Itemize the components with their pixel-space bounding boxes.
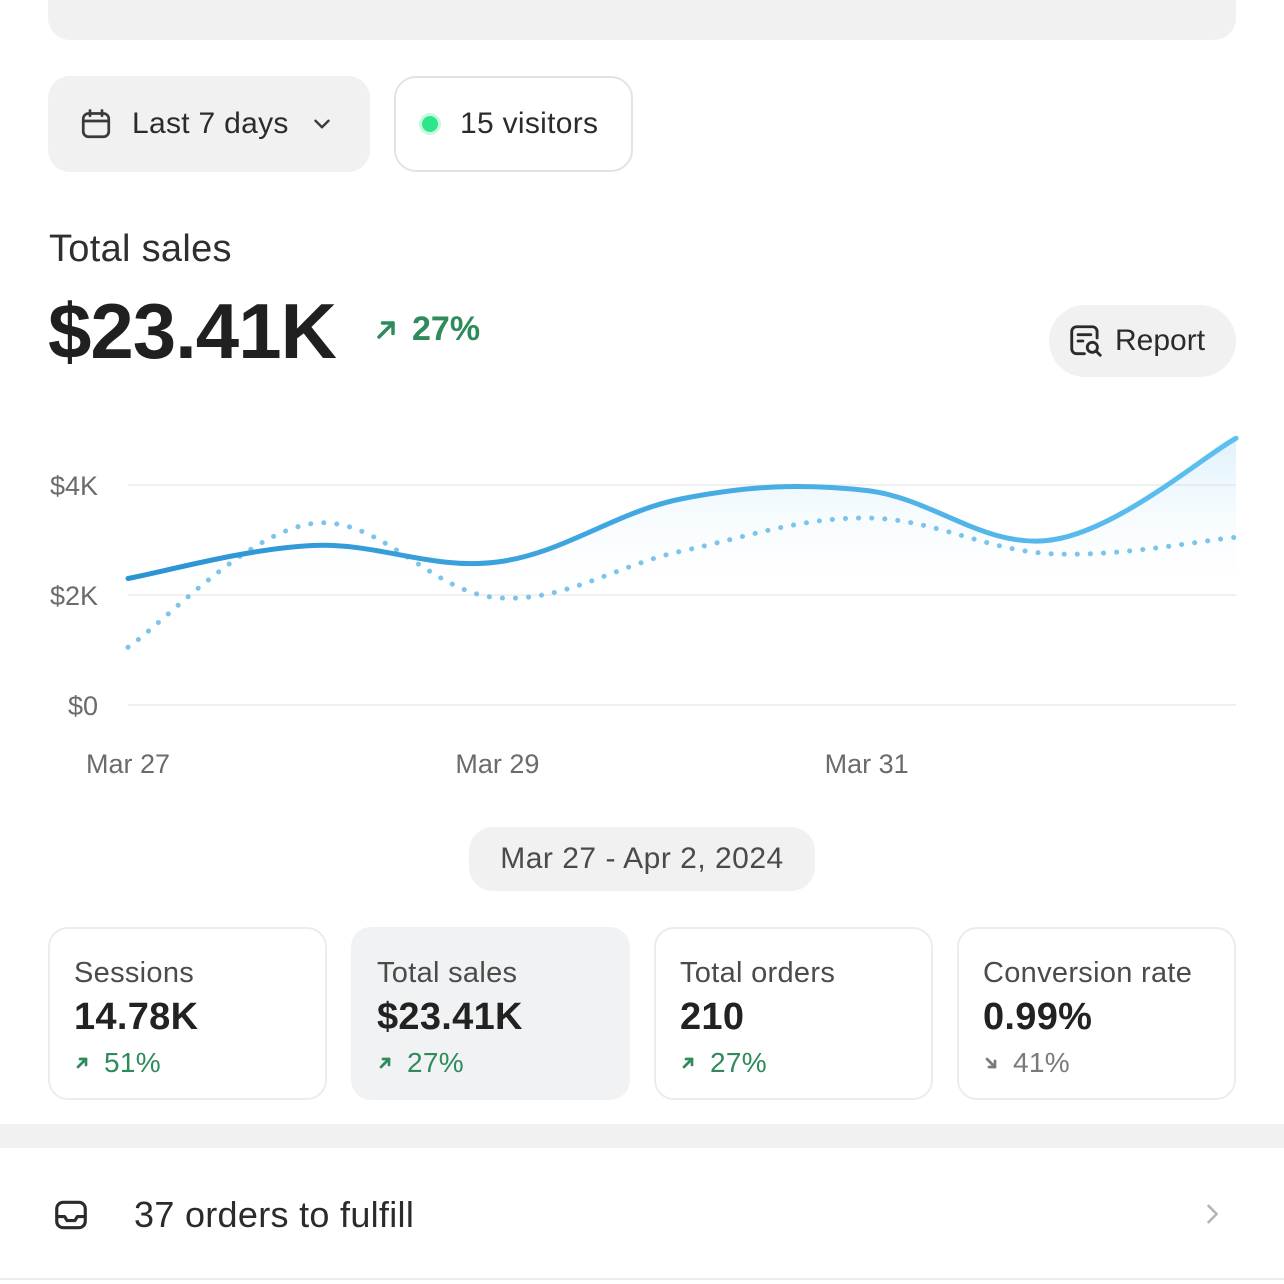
data-point-current xyxy=(495,560,499,564)
date-range-label: Last 7 days xyxy=(132,107,289,140)
date-range-dropdown[interactable]: Last 7 days xyxy=(48,76,370,172)
metric-delta-value: 27% xyxy=(407,1047,464,1078)
metric-delta: 27% xyxy=(377,1047,604,1079)
arrow-up-right-icon xyxy=(682,1057,694,1069)
metric-delta-value: 51% xyxy=(104,1047,161,1078)
data-point-previous xyxy=(126,645,130,649)
metric-delta-value: 27% xyxy=(710,1047,767,1078)
row-divider xyxy=(0,1278,1284,1280)
metric-label: Total orders xyxy=(680,957,836,989)
arrow-down-right-icon xyxy=(985,1057,997,1069)
data-point-previous xyxy=(680,549,684,553)
chevron-right-icon xyxy=(1207,1204,1218,1224)
data-point-previous xyxy=(1049,552,1053,556)
section-divider xyxy=(0,1124,1284,1148)
series-area-current xyxy=(128,438,1236,605)
y-tick-label: $4K xyxy=(50,471,98,501)
series-line-previous xyxy=(125,515,1239,650)
arrow-up-right-icon xyxy=(76,1057,88,1069)
data-point-current xyxy=(1234,436,1238,440)
total-sales-value: $23.41K xyxy=(48,287,337,375)
data-point-current xyxy=(126,577,130,581)
orders-to-fulfill-row[interactable]: 37 orders to fulfill xyxy=(0,1148,1284,1280)
data-point-current xyxy=(1049,538,1053,542)
x-tick-label: Mar 29 xyxy=(455,749,539,779)
metric-card-conversion-rate[interactable]: Conversion rate 0.99% 41% xyxy=(957,927,1236,1100)
data-point-current xyxy=(865,489,869,493)
report-button[interactable]: Report xyxy=(1049,305,1236,377)
date-range-display: Mar 27 - Apr 2, 2024 xyxy=(469,827,815,891)
arrow-up-right-icon xyxy=(377,320,395,339)
x-tick-label: Mar 31 xyxy=(825,749,909,779)
report-label: Report xyxy=(1115,324,1206,357)
top-card-edge xyxy=(48,0,1236,40)
metric-label: Total sales xyxy=(377,957,518,989)
total-sales-title: Total sales xyxy=(49,228,232,270)
metric-value: 14.78K xyxy=(74,996,199,1038)
data-point-previous xyxy=(311,522,315,526)
total-sales-delta-value: 27% xyxy=(412,310,481,348)
metric-delta: 41% xyxy=(983,1047,1210,1079)
metric-delta-value: 41% xyxy=(1013,1047,1070,1078)
orders-to-fulfill-label: 37 orders to fulfill xyxy=(134,1194,415,1235)
metric-card-sessions[interactable]: Sessions 14.78K 51% xyxy=(48,927,327,1100)
chevron-down-icon xyxy=(314,119,330,129)
metric-label: Sessions xyxy=(74,957,195,989)
metric-value: 0.99% xyxy=(983,996,1093,1038)
data-point-previous xyxy=(1234,535,1238,539)
y-tick-label: $2K xyxy=(50,581,98,611)
visitors-label: 15 visitors xyxy=(460,107,599,140)
metric-delta: 51% xyxy=(74,1047,301,1079)
series-line-current xyxy=(125,435,1239,581)
metric-value: 210 xyxy=(680,996,745,1038)
data-point-previous xyxy=(495,596,499,600)
data-point-previous xyxy=(865,516,869,520)
arrow-up-right-icon xyxy=(379,1057,391,1069)
report-search-icon xyxy=(1070,325,1102,357)
data-point-current xyxy=(680,497,684,501)
x-tick-label: Mar 27 xyxy=(86,749,170,779)
data-point-current xyxy=(311,544,315,548)
metric-value: $23.41K xyxy=(377,996,523,1038)
y-tick-label: $0 xyxy=(68,691,98,721)
live-status-dot xyxy=(422,116,438,132)
metric-card-total-orders[interactable]: Total orders 210 27% xyxy=(654,927,933,1100)
metric-delta: 27% xyxy=(680,1047,907,1079)
total-sales-delta: 27% xyxy=(372,310,480,349)
metric-card-total-sales[interactable]: Total sales $23.41K 27% xyxy=(351,927,630,1100)
metric-label: Conversion rate xyxy=(983,957,1193,989)
sales-line-chart: $4K $2K $0 Mar 27 Mar 29 Mar 31 xyxy=(50,435,1239,779)
live-visitors-button[interactable]: 15 visitors xyxy=(394,76,633,172)
inbox-icon xyxy=(55,1200,87,1230)
calendar-icon xyxy=(81,109,111,139)
